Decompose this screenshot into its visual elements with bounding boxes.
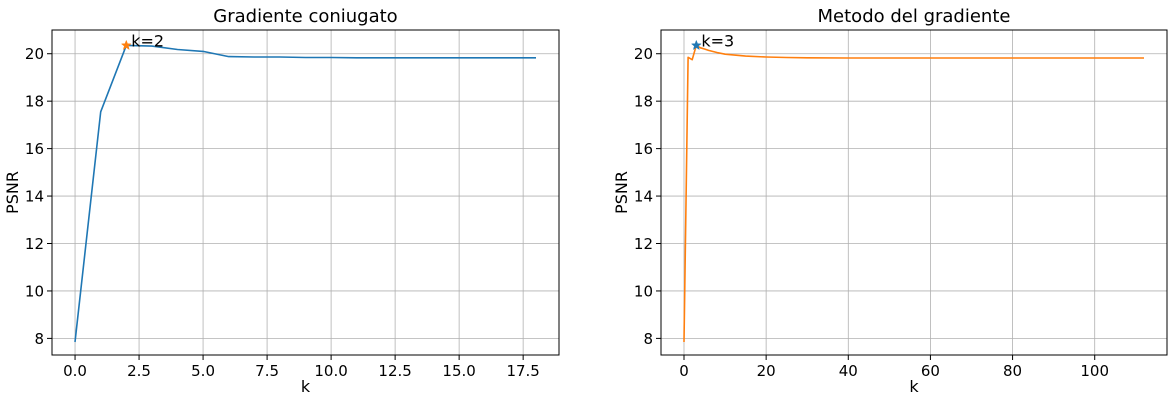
- chart-2: 0 20 40 60 80 100 8 10 12 14 16 18 20 k=3 Metodo del g…: [612, 6, 1168, 396]
- x-tick-label: 100: [1080, 362, 1109, 380]
- axes-frame: [660, 29, 1168, 356]
- y-axis-label: PSNR: [3, 171, 22, 214]
- y-axis-label: PSNR: [612, 171, 631, 214]
- y-tick-label: 12: [634, 235, 653, 253]
- chart-title: Gradiente coniugato: [213, 6, 397, 27]
- x-tick-label: 40: [839, 362, 858, 380]
- y-tick-label: 18: [634, 93, 653, 111]
- x-tick-label: 7.5: [255, 362, 279, 380]
- chart-title: Metodo del gradiente: [818, 6, 1011, 27]
- x-tick-label: 15.0: [442, 362, 475, 380]
- star-marker: [120, 39, 132, 51]
- x-tick-label: 0: [679, 362, 689, 380]
- series-line: [683, 44, 1144, 343]
- y-tick-label: 8: [643, 330, 653, 348]
- y-tick-label: 14: [25, 188, 44, 206]
- x-tick-label: 10.0: [314, 362, 347, 380]
- x-axis-label: k: [301, 377, 311, 396]
- y-tick-label: 10: [634, 282, 653, 300]
- x-tick-label: 17.5: [506, 362, 539, 380]
- x-tick-label: 80: [1003, 362, 1022, 380]
- axes-frame: [51, 29, 560, 356]
- y-tick-label: 16: [25, 140, 44, 158]
- x-tick-label: 12.5: [378, 362, 411, 380]
- marker-annotation: k=2: [131, 31, 164, 50]
- y-tick-label: 18: [25, 93, 44, 111]
- y-tick-label: 14: [634, 188, 653, 206]
- x-tick-label: 20: [757, 362, 776, 380]
- star-marker: [690, 39, 702, 51]
- y-tick-label: 8: [34, 330, 44, 348]
- x-tick-label: 60: [921, 362, 940, 380]
- x-tick-label: 5.0: [191, 362, 215, 380]
- y-tick-label: 12: [25, 235, 44, 253]
- y-tick-label: 20: [634, 45, 653, 63]
- x-axis-label: k: [909, 377, 919, 396]
- series-line: [74, 44, 536, 343]
- marker-annotation: k=3: [701, 31, 734, 50]
- y-tick-label: 20: [25, 45, 44, 63]
- y-tick-label: 16: [634, 140, 653, 158]
- y-tick-label: 10: [25, 282, 44, 300]
- chart-1: 0.0 2.5 5.0 7.5 10.0 12.5 15.0 17.5 8 10 12 14 16 18 2…: [3, 6, 560, 396]
- x-tick-label: 0.0: [63, 362, 87, 380]
- x-tick-label: 2.5: [127, 362, 151, 380]
